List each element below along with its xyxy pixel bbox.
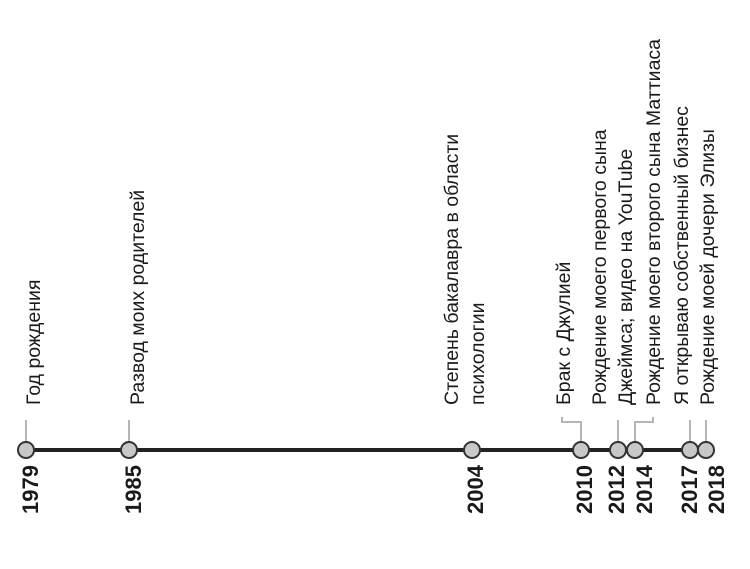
event-year: 2010	[572, 465, 597, 514]
event-label: Джеймса; видео на YouTube	[615, 149, 637, 405]
timeline-event-2010: 2010 Брак с Джулией	[553, 262, 597, 514]
event-marker	[120, 441, 138, 459]
event-year: 2004	[463, 464, 488, 514]
event-year: 2012	[604, 465, 629, 514]
timeline-event-2012: 2012 Рождение моего первого сына Джеймса; …	[589, 129, 637, 514]
event-label: Рождение моей дочери Элизы	[697, 129, 719, 405]
event-year: 2017	[677, 465, 702, 514]
timeline-event-1979: 1979 Год рождения	[17, 280, 45, 514]
event-marker	[626, 441, 644, 459]
event-marker	[17, 441, 35, 459]
timeline-event-2014: 2014 Рождение моего второго сына Маттиаса	[626, 39, 665, 514]
event-label: психологии	[467, 303, 489, 406]
event-marker	[697, 441, 715, 459]
leader-line	[634, 417, 654, 442]
event-label: Брак с Джулией	[553, 262, 575, 405]
event-year: 1979	[18, 465, 43, 514]
event-marker	[681, 441, 699, 459]
timeline-event-2018: 2018 Рождение моей дочери Элизы	[697, 129, 729, 514]
event-label: Я открываю собственный бизнес	[671, 106, 693, 405]
event-year: 2014	[632, 464, 657, 514]
timeline-event-2004: 2004 Степень бакалавра в области психологи…	[441, 134, 489, 514]
event-year: 2018	[704, 465, 729, 514]
event-label: Рождение моего первого сына	[589, 129, 611, 405]
timeline-event-1985: 1985 Развод моих родителей	[120, 190, 149, 514]
event-label: Год рождения	[23, 280, 45, 405]
timeline-event-2017: 2017 Я открываю собственный бизнес	[671, 106, 702, 514]
event-marker	[572, 441, 590, 459]
event-year: 1985	[121, 465, 146, 514]
event-label: Степень бакалавра в области	[441, 134, 463, 405]
leader-line	[561, 417, 582, 442]
event-label: Рождение моего второго сына Маттиаса	[643, 39, 665, 405]
event-marker	[463, 441, 481, 459]
event-label: Развод моих родителей	[127, 190, 149, 405]
event-marker	[609, 441, 627, 459]
